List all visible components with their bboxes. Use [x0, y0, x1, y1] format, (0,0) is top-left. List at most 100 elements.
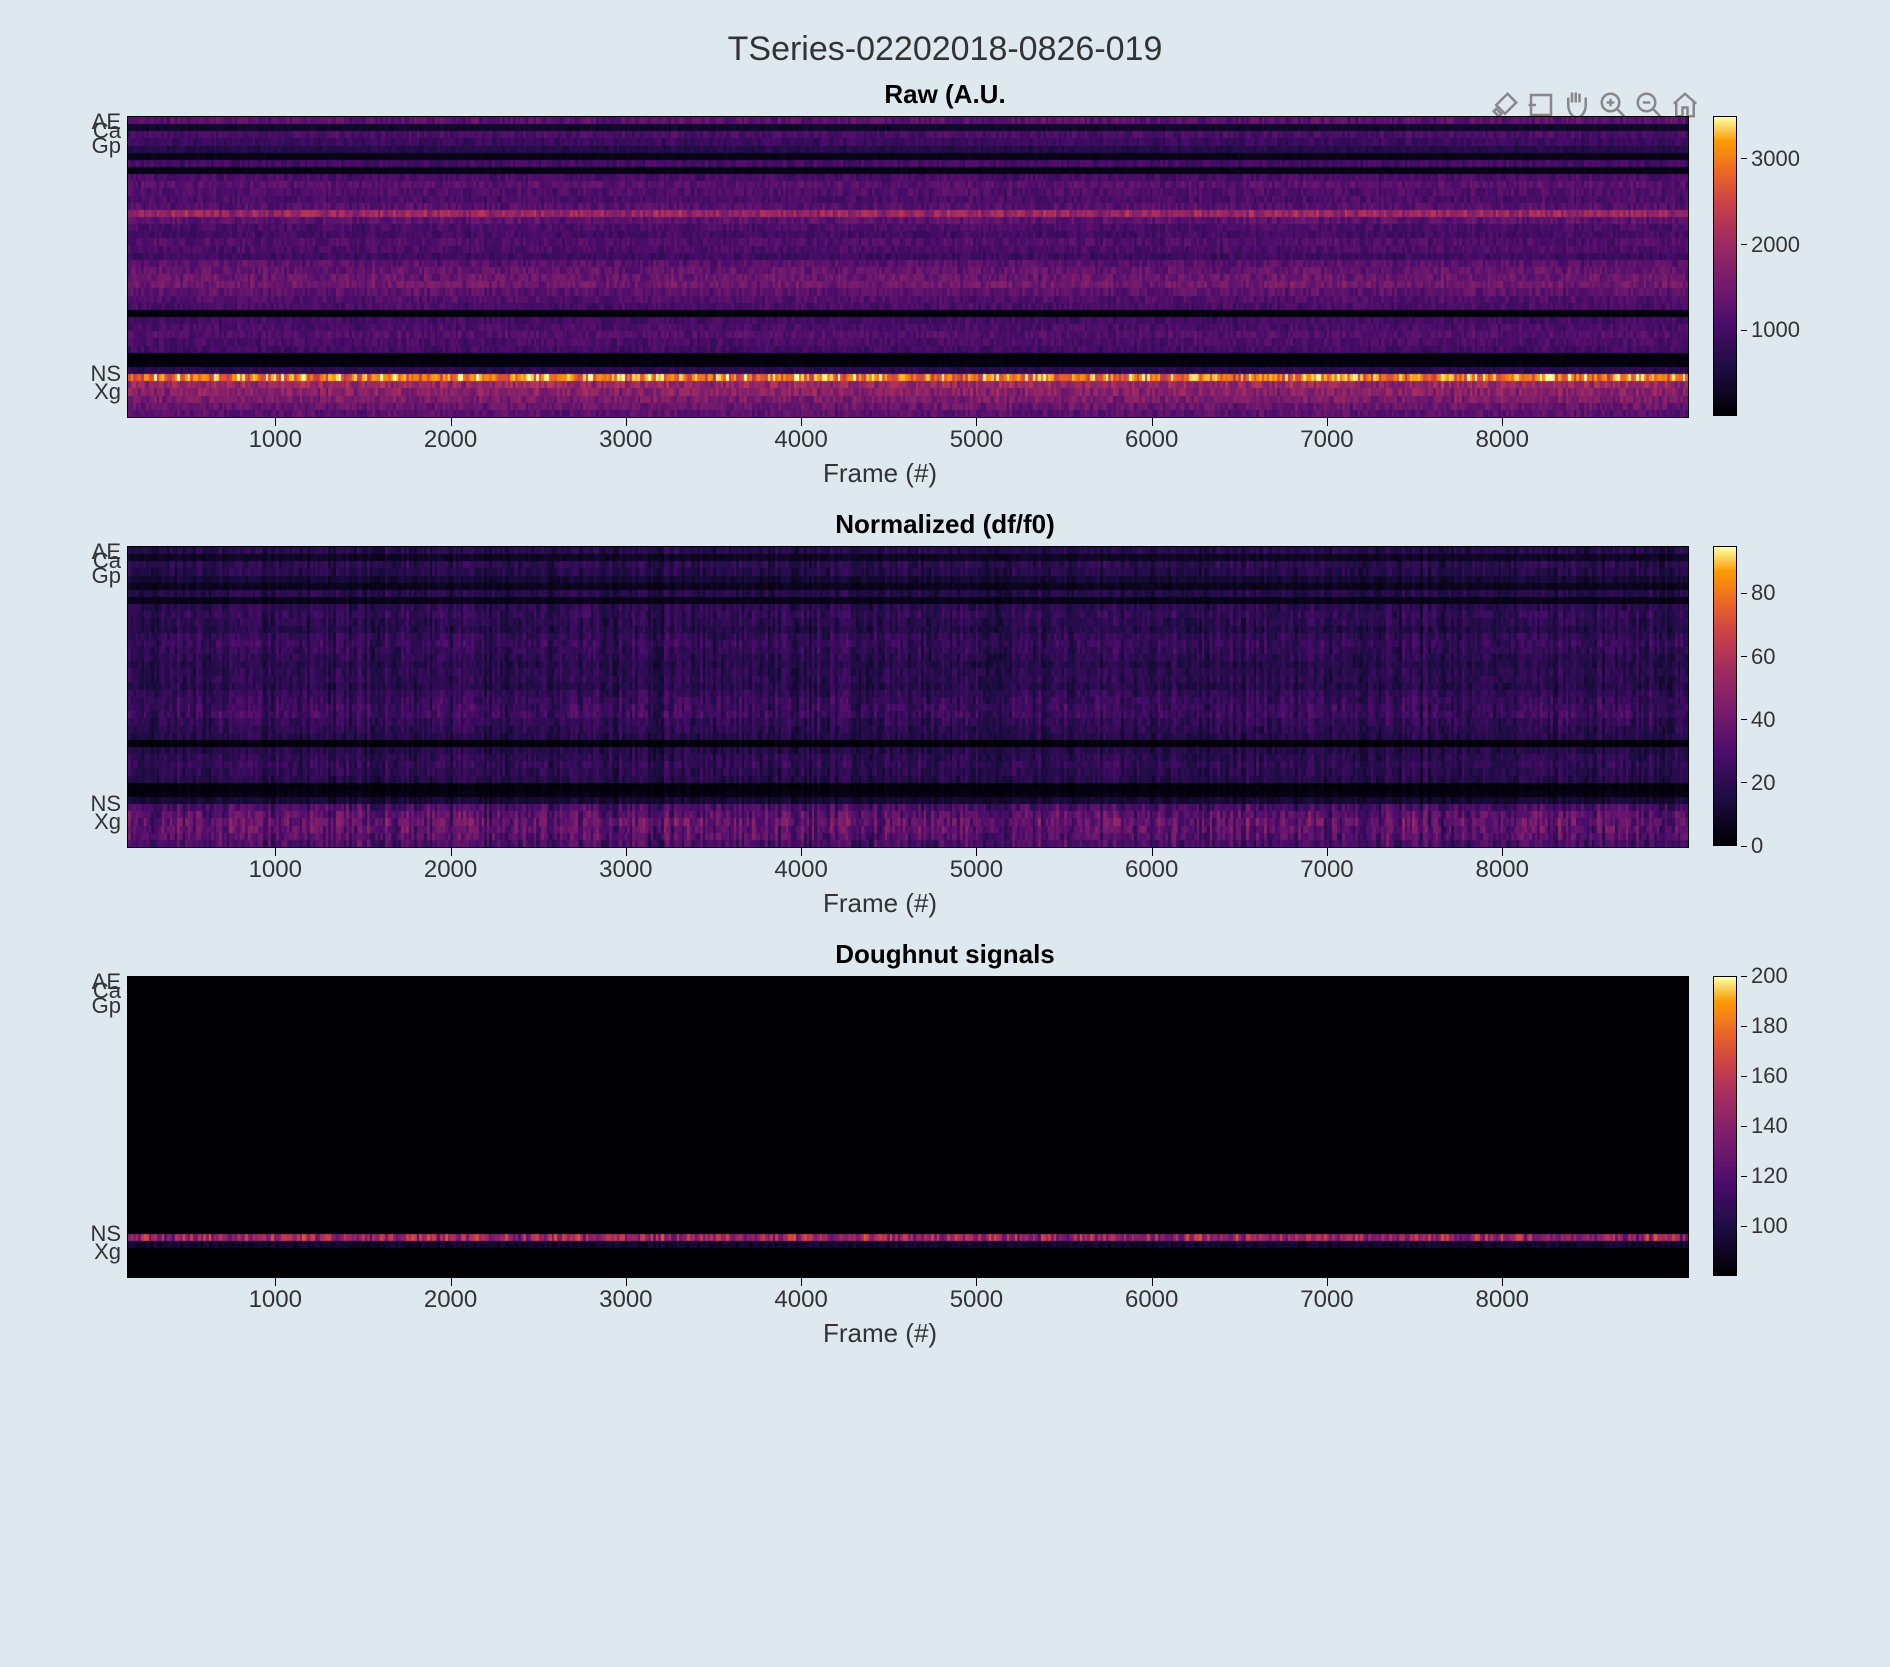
heatmap-wrap [127, 546, 1689, 848]
colorbar-area: 020406080 [1713, 546, 1823, 846]
xtick-area: 1000 2000 3000 4000 5000 6000 7000 8000 [100, 1278, 1660, 1316]
xtick-label: 6000 [1125, 856, 1178, 884]
xtick: 1000 [275, 418, 276, 426]
xtick: 7000 [1327, 848, 1328, 856]
xtick-label: 3000 [599, 426, 652, 454]
ytick-area: AECaGpNSXg [67, 546, 127, 846]
xtick-label: 2000 [424, 426, 477, 454]
ytick-area: AECaGpNSXg [67, 116, 127, 416]
heatmap-canvas[interactable] [127, 116, 1689, 418]
xtick: 8000 [1502, 1278, 1503, 1286]
xtick: 4000 [801, 848, 802, 856]
heatmap-wrap [127, 116, 1689, 418]
xtick-label: 4000 [774, 426, 827, 454]
ytick-label: Xg [94, 809, 121, 835]
xtick-label: 3000 [599, 1286, 652, 1314]
xtick-label: 6000 [1125, 426, 1178, 454]
xtick-label: 1000 [249, 856, 302, 884]
colorbar-tick-label: 0 [1741, 833, 1763, 859]
colorbar-ticks: 020406080 [1737, 546, 1823, 846]
figure-container: TSeries-02202018-0826-019 Raw (A.U. AECaG… [40, 30, 1850, 1349]
xtick: 7000 [1327, 418, 1328, 426]
panel-title: Doughnut signals [40, 939, 1850, 970]
xtick: 6000 [1152, 848, 1153, 856]
xtick-label: 5000 [950, 856, 1003, 884]
colorbar-area: 100120140160180200 [1713, 976, 1823, 1276]
colorbar-area: 1000 2000 3000 [1713, 116, 1823, 416]
xtick-label: 8000 [1476, 426, 1529, 454]
xtick-label: 7000 [1300, 426, 1353, 454]
heatmap-canvas[interactable] [127, 546, 1689, 848]
panel-title: Raw (A.U. [40, 79, 1850, 110]
ytick-label: Gp [92, 993, 121, 1019]
xtick: 2000 [451, 1278, 452, 1286]
colorbar-tick-label: 60 [1741, 644, 1775, 670]
plot-row: AECaGpNSXg 1000 2000 3000 [40, 116, 1850, 418]
xtick: 5000 [976, 1278, 977, 1286]
panel-raw: Raw (A.U. AECaGpNSXg 1000 2000 3000 1000 2000 3… [40, 79, 1850, 489]
xtick: 8000 [1502, 848, 1503, 856]
xtick-label: 8000 [1476, 1286, 1529, 1314]
plot-row: AECaGpNSXg100120140160180200 [40, 976, 1850, 1278]
xtick-label: 8000 [1476, 856, 1529, 884]
xtick-label: 7000 [1300, 856, 1353, 884]
xtick: 1000 [275, 1278, 276, 1286]
ytick-label: Gp [92, 133, 121, 159]
xtick: 1000 [275, 848, 276, 856]
panels-area: Raw (A.U.AECaGpNSXg100020003000100020003… [40, 79, 1850, 1349]
xtick: 8000 [1502, 418, 1503, 426]
panel-doughnut: Doughnut signalsAECaGpNSXg10012014016018… [40, 939, 1850, 1349]
panel-normalized: Normalized (df/f0) AECaGpNSXg 0 20 40 60 80 100… [40, 509, 1850, 919]
xtick: 4000 [801, 1278, 802, 1286]
colorbar [1713, 546, 1737, 846]
xtick: 5000 [976, 848, 977, 856]
ytick-area: AECaGpNSXg [67, 976, 127, 1276]
colorbar-tick-label: 180 [1741, 1013, 1788, 1039]
colorbar-tick-label: 140 [1741, 1113, 1788, 1139]
xtick-label: 1000 [249, 426, 302, 454]
colorbar-tick-label: 80 [1741, 580, 1775, 606]
xtick-label: 1000 [249, 1286, 302, 1314]
xtick: 7000 [1327, 1278, 1328, 1286]
ytick-label: Gp [92, 563, 121, 589]
colorbar-tick-label: 40 [1741, 707, 1775, 733]
x-axis-label: Frame (#) [100, 458, 1660, 489]
colorbar-tick-label: 100 [1741, 1213, 1788, 1239]
xtick-label: 4000 [774, 1286, 827, 1314]
xtick: 3000 [626, 1278, 627, 1286]
xtick: 5000 [976, 418, 977, 426]
xtick: 2000 [451, 418, 452, 426]
colorbar-tick-label: 160 [1741, 1063, 1788, 1089]
colorbar-tick-label: 3000 [1741, 146, 1800, 172]
xtick-label: 2000 [424, 1286, 477, 1314]
xtick-label: 3000 [599, 856, 652, 884]
colorbar-tick-label: 20 [1741, 770, 1775, 796]
xtick-label: 2000 [424, 856, 477, 884]
colorbar-tick-label: 2000 [1741, 232, 1800, 258]
xtick: 6000 [1152, 418, 1153, 426]
xtick-label: 5000 [950, 426, 1003, 454]
xtick-area: 1000 2000 3000 4000 5000 6000 7000 8000 [100, 848, 1660, 886]
colorbar-ticks: 1000 2000 3000 [1737, 116, 1823, 416]
xtick-label: 5000 [950, 1286, 1003, 1314]
heatmap-wrap [127, 976, 1689, 1278]
ytick-label: Xg [94, 1239, 121, 1265]
xtick-label: 4000 [774, 856, 827, 884]
colorbar-ticks: 100120140160180200 [1737, 976, 1823, 1276]
plot-row: AECaGpNSXg020406080 [40, 546, 1850, 848]
xtick-label: 7000 [1300, 1286, 1353, 1314]
heatmap-canvas[interactable] [127, 976, 1689, 1278]
xtick-label: 6000 [1125, 1286, 1178, 1314]
x-axis-label: Frame (#) [100, 888, 1660, 919]
xtick: 3000 [626, 418, 627, 426]
xtick: 2000 [451, 848, 452, 856]
panel-title: Normalized (df/f0) [40, 509, 1850, 540]
ytick-label: Xg [94, 379, 121, 405]
figure-title: TSeries-02202018-0826-019 [40, 30, 1850, 69]
colorbar-tick-label: 200 [1741, 963, 1788, 989]
xtick-area: 1000 2000 3000 4000 5000 6000 7000 8000 [100, 418, 1660, 456]
colorbar-tick-label: 1000 [1741, 317, 1800, 343]
xtick: 4000 [801, 418, 802, 426]
xtick: 3000 [626, 848, 627, 856]
colorbar [1713, 116, 1737, 416]
